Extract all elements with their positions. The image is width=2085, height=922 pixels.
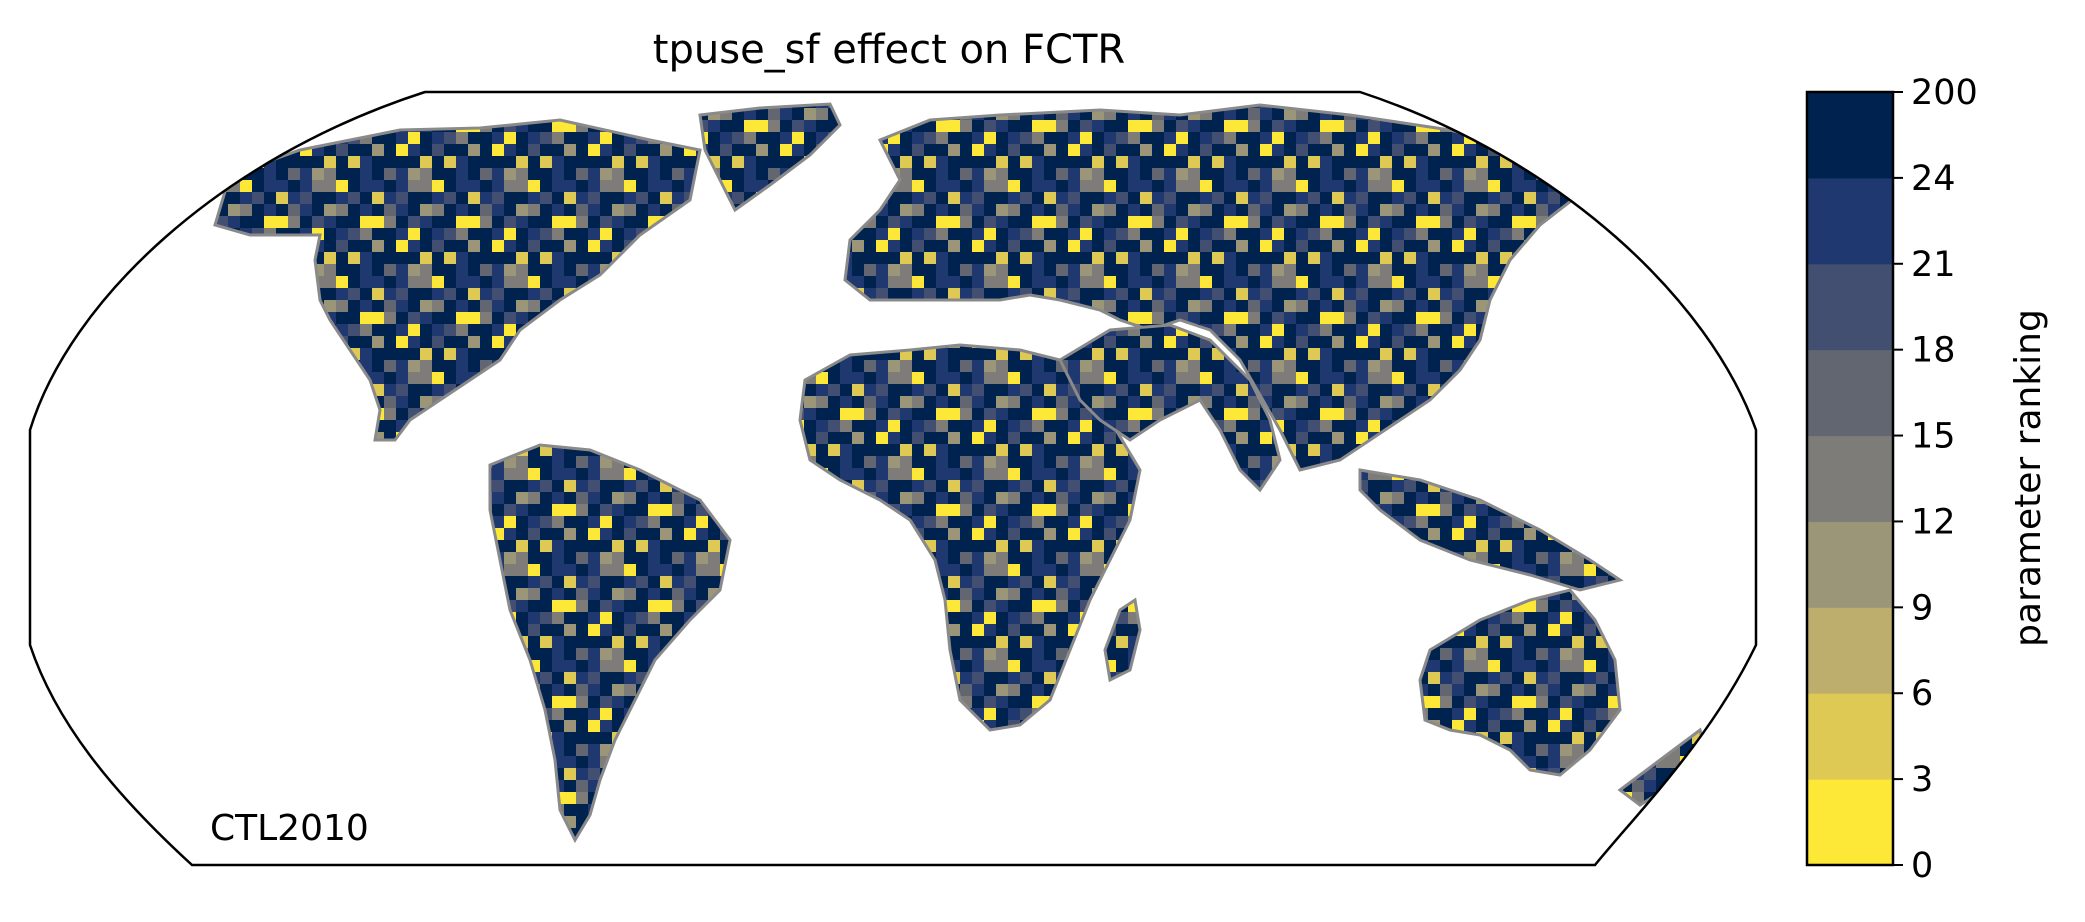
colorbar-tick-label: 200 [1911,73,1978,113]
colorbar-tick-label: 9 [1911,588,1933,628]
colorbar-tick-label: 3 [1911,760,1933,800]
landmass-australia [1418,588,1622,777]
landmass-north-america [213,118,702,442]
colorbar-segment [1807,177,1893,265]
globe-outline [28,90,1758,867]
colorbar-segment [1807,263,1893,351]
colorbar-tick-label: 24 [1911,159,1956,199]
colorbar-segments [1807,92,1893,866]
colorbar-tick-label: 12 [1911,502,1956,542]
colorbar-segment [1807,607,1893,694]
colorbar-tick-label: 0 [1911,846,1933,886]
colorbar-segment [1807,92,1893,179]
colorbar-segment [1807,521,1893,608]
colorbar: 0 3 6 9 12 15 18 21 24 200 parameter ranking [1805,73,2049,886]
land-cells [213,102,1707,844]
colorbar-ticks: 0 3 6 9 12 15 18 21 24 200 [1893,73,1978,886]
globe [28,90,1758,867]
landmass-greenland [698,102,842,213]
landmass-south-asia [1058,323,1282,493]
landmass-africa [798,343,1142,732]
colorbar-segment [1807,779,1893,866]
landmass-south-america [488,443,732,844]
landmass-southeast-asia [1358,468,1624,592]
scenario-label: CTL2010 [210,808,369,849]
map-title: tpuse_sf effect on FCTR [653,27,1125,73]
landmass-madagascar [1103,597,1142,683]
colorbar-frame [1805,90,1895,867]
colorbar-tick-label: 6 [1911,674,1933,714]
colorbar-tick-label: 18 [1911,331,1956,371]
colorbar-segment [1807,693,1893,780]
colorbar-segment [1807,349,1893,437]
colorbar-tick-label: 21 [1911,245,1956,285]
colorbar-label: parameter ranking [2008,309,2049,647]
colorbar-segment [1807,435,1893,522]
landmass-eurasia [843,103,1588,472]
colorbar-tick-label: 15 [1911,417,1956,457]
